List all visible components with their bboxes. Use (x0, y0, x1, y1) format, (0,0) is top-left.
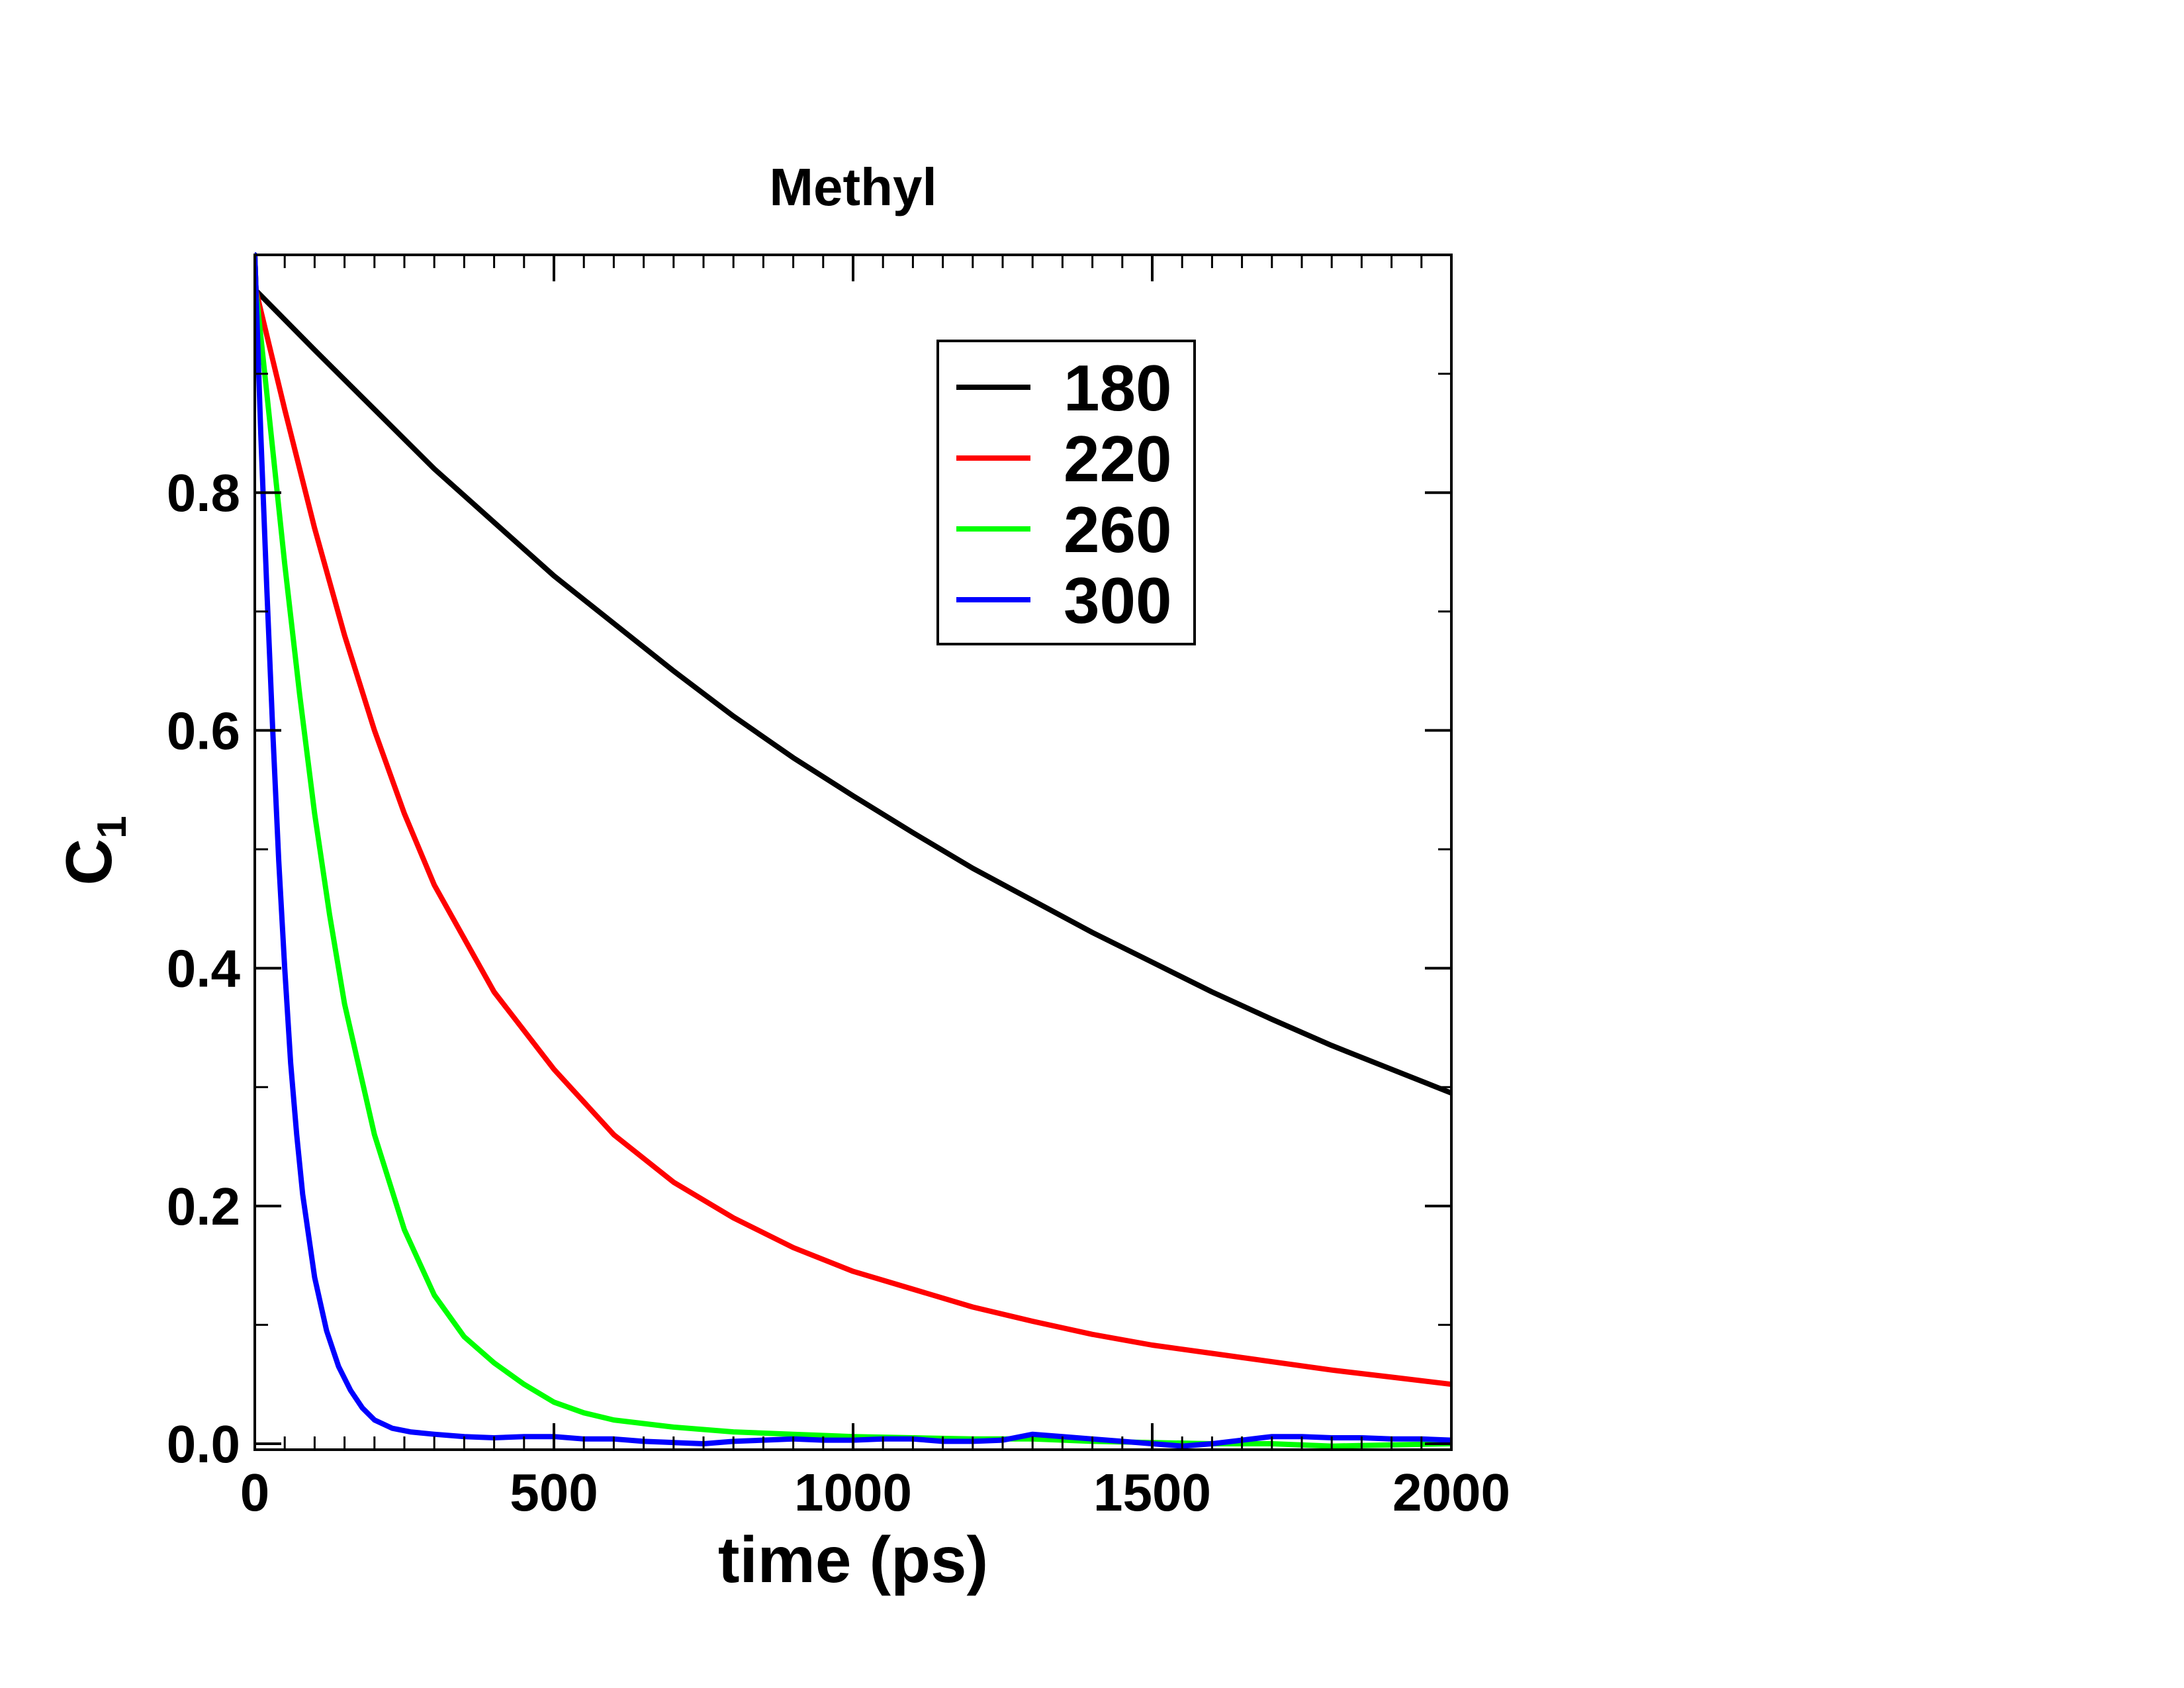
x-tick-label: 0 (240, 1463, 270, 1522)
legend-label-300: 300 (1064, 564, 1172, 637)
y-axis-label: C1 (52, 816, 135, 885)
y-axis-label-main: C (52, 839, 125, 886)
legend-label-220: 220 (1064, 422, 1172, 495)
y-axis-label-sub: 1 (89, 816, 135, 838)
x-tick-label: 2000 (1392, 1463, 1510, 1522)
y-tick-label: 0.4 (167, 939, 241, 998)
ticks-layer (253, 255, 1453, 1450)
chart-title: Methyl (769, 158, 936, 216)
x-tick-label: 1000 (794, 1463, 912, 1522)
legend-label-180: 180 (1064, 352, 1172, 424)
y-tick-label: 0.0 (167, 1415, 240, 1474)
series-line-180 (255, 252, 1453, 1096)
legend-box (936, 340, 1196, 645)
legend-label-260: 260 (1064, 493, 1172, 566)
series-line-220 (255, 252, 1453, 1387)
x-tick-label: 1500 (1093, 1463, 1211, 1522)
y-tick-label: 0.6 (167, 701, 240, 760)
x-tick-label: 500 (510, 1463, 598, 1522)
tick-labels-layer: 0 500 1000 1500 2000 0.0 0.2 0.4 0.6 0.8 (167, 463, 1510, 1522)
y-tick-label: 0.2 (167, 1177, 240, 1236)
x-axis-label: time (ps) (718, 1523, 988, 1596)
y-tick-label: 0.8 (167, 463, 240, 522)
svg-text:C1: C1 (52, 816, 135, 885)
